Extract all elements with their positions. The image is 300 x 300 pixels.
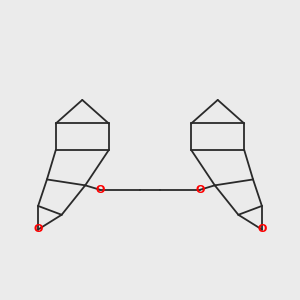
Text: O: O <box>195 185 205 195</box>
Text: O: O <box>33 224 43 235</box>
Text: O: O <box>95 185 105 195</box>
Text: O: O <box>257 224 267 235</box>
